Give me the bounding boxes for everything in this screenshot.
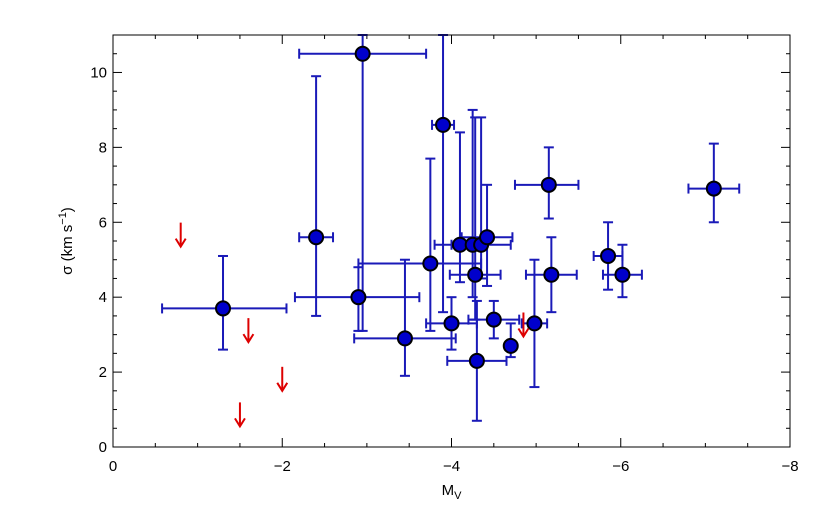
x-axis-label-subscript: V bbox=[454, 490, 462, 502]
upper-limit-arrow bbox=[517, 312, 530, 339]
y-tick-label: 6 bbox=[99, 214, 107, 231]
y-tick-label: 8 bbox=[99, 139, 107, 156]
y-axis-label-superscript: −1 bbox=[57, 212, 69, 225]
data-point bbox=[467, 266, 484, 283]
y-axis-ticks: 0 2 4 6 8 10 bbox=[90, 34, 790, 456]
data-point bbox=[308, 229, 325, 246]
x-tick-label: −6 bbox=[612, 458, 629, 475]
upper-limit-arrow bbox=[276, 366, 289, 393]
x-tick-label: −2 bbox=[274, 458, 291, 475]
data-point bbox=[502, 337, 519, 354]
error-bars bbox=[161, 34, 741, 422]
upper-limit-head bbox=[242, 333, 255, 345]
upper-limit-head bbox=[517, 327, 530, 339]
x-axis-label: MV bbox=[442, 482, 463, 502]
upper-limit-arrow bbox=[174, 222, 187, 249]
upper-limit-arrows bbox=[174, 222, 530, 429]
data-point bbox=[614, 266, 631, 283]
data-point bbox=[705, 180, 722, 197]
data-point bbox=[435, 116, 452, 133]
x-tick-label: −4 bbox=[443, 458, 460, 475]
x-axis-ticks: 0 −2 −4 −6 −8 bbox=[109, 35, 799, 475]
data-point bbox=[540, 176, 557, 193]
y-tick-label: 10 bbox=[90, 64, 107, 81]
data-point bbox=[350, 289, 367, 306]
data-point bbox=[422, 255, 439, 272]
upper-limit-arrow bbox=[242, 318, 255, 345]
data-point bbox=[526, 315, 543, 332]
upper-limit-arrow bbox=[234, 402, 246, 429]
x-tick-label: −8 bbox=[781, 458, 798, 475]
y-tick-label: 2 bbox=[99, 364, 107, 381]
data-point bbox=[354, 45, 371, 62]
x-tick-label: 0 bbox=[109, 458, 117, 475]
data-point bbox=[215, 300, 232, 317]
y-axis-label: σ (km s−1) bbox=[57, 207, 76, 275]
upper-limit-head bbox=[234, 417, 246, 429]
data-point bbox=[443, 315, 460, 332]
y-tick-label: 4 bbox=[99, 289, 107, 306]
data-point bbox=[479, 229, 496, 246]
upper-limit-head bbox=[174, 238, 187, 249]
upper-limit-head bbox=[276, 382, 289, 393]
data-point bbox=[396, 330, 413, 347]
y-axis-label-tail: ) bbox=[59, 207, 76, 212]
y-tick-label: 0 bbox=[99, 439, 107, 456]
data-points bbox=[215, 45, 722, 369]
data-point bbox=[543, 266, 560, 283]
data-point bbox=[485, 311, 502, 328]
data-point bbox=[468, 352, 485, 369]
plot-frame bbox=[112, 34, 791, 448]
data-point bbox=[600, 247, 617, 264]
